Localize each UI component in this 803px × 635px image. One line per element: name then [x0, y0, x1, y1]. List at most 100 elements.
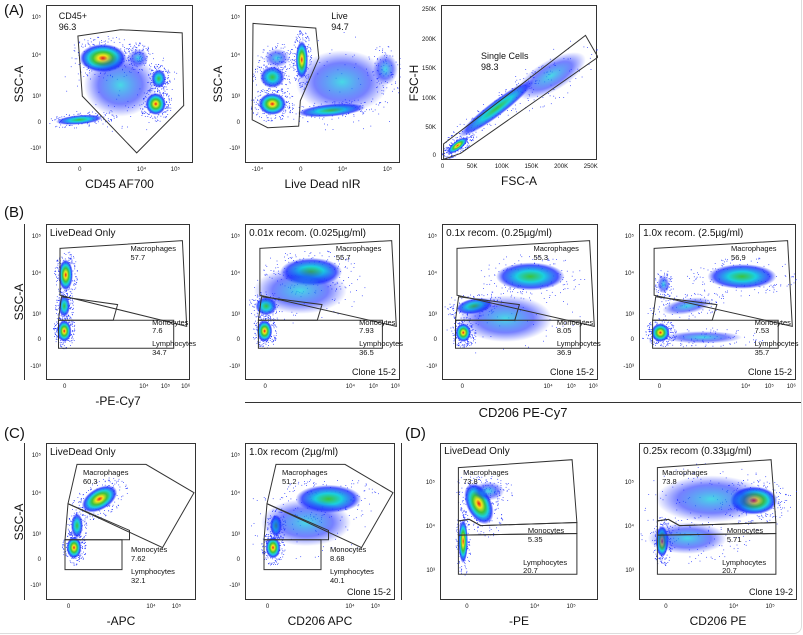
event-dot: [116, 482, 117, 484]
event-dot: [733, 258, 735, 260]
x-tick-label: 150K: [524, 164, 539, 170]
event-dot: [57, 267, 59, 269]
gate-lymphocytes[interactable]: [58, 319, 175, 349]
gate-macrophages[interactable]: [653, 240, 793, 328]
gate-lymphocytes[interactable]: [257, 319, 383, 349]
event-dot: [76, 270, 78, 272]
event-dot: [701, 311, 702, 313]
event-dot: [166, 77, 168, 79]
event-dot: [710, 329, 712, 331]
event-dot: [375, 103, 377, 105]
event-dot: [650, 331, 652, 332]
event-dot: [288, 486, 290, 488]
event-dot: [654, 286, 656, 288]
event-dot: [263, 317, 265, 319]
gate-macrophages[interactable]: [456, 240, 595, 328]
event-dot: [274, 336, 276, 338]
event-dot: [466, 346, 467, 348]
event-dot: [475, 131, 477, 133]
gate-single-cells[interactable]: [443, 34, 599, 161]
event-dot: [466, 136, 467, 138]
event-dot: [293, 487, 294, 489]
event-dot: [71, 295, 73, 297]
event-dot: [453, 156, 454, 158]
event-dot: [384, 52, 386, 54]
event-dot: [66, 293, 67, 294]
event-dot: [556, 259, 557, 260]
event-dot: [561, 270, 563, 271]
density-population: [657, 274, 670, 294]
gate-macrophages[interactable]: [59, 240, 188, 328]
event-dot: [657, 308, 659, 310]
gate-live[interactable]: [251, 22, 320, 129]
gate-lymphocytes[interactable]: [64, 539, 123, 571]
gate-macrophages[interactable]: [67, 463, 195, 549]
event-dot: [168, 100, 170, 102]
event-dot: [93, 519, 94, 520]
event-dot: [85, 533, 87, 534]
event-dot: [157, 119, 158, 121]
event-dot: [93, 39, 95, 41]
event-dot: [553, 95, 555, 97]
event-dot: [397, 64, 399, 66]
event-dot: [277, 43, 279, 44]
event-dot: [653, 307, 655, 309]
event-dot: [459, 133, 460, 134]
event-dot: [667, 294, 669, 295]
gate-macrophages[interactable]: [259, 240, 397, 328]
event-dot: [514, 263, 516, 264]
gate-label-monocytes: Monocytes 7.53: [755, 318, 791, 336]
event-dot: [79, 553, 81, 555]
event-dot: [57, 305, 59, 306]
event-dot: [460, 151, 461, 153]
event-dot: [290, 52, 292, 53]
event-dot: [122, 44, 124, 46]
event-dot: [467, 140, 468, 142]
event-dot: [67, 252, 69, 254]
gate-monocytes[interactable]: [64, 502, 130, 541]
plot-title-text: 1.0x recom. (2.5µg/ml): [643, 228, 744, 240]
event-dot: [164, 69, 166, 71]
event-dot: [286, 69, 287, 70]
event-dot: [293, 44, 295, 46]
event-dot: [495, 267, 497, 269]
event-dot: [73, 340, 75, 341]
event-dot: [156, 65, 158, 67]
event-dot: [108, 38, 110, 40]
event-dot: [79, 492, 80, 494]
event-dot: [71, 558, 73, 559]
event-dot: [54, 271, 56, 272]
event-dot: [483, 104, 484, 105]
event-dot: [734, 342, 736, 344]
event-dot: [253, 76, 254, 78]
gate-lymphocytes[interactable]: [455, 319, 581, 349]
event-dot: [664, 315, 666, 317]
event-dot: [66, 317, 68, 319]
event-dot: [711, 299, 713, 300]
event-dot: [672, 344, 674, 346]
event-dot: [63, 540, 65, 542]
event-dot: [307, 46, 309, 48]
event-dot: [473, 137, 474, 139]
event-dot: [448, 314, 450, 316]
event-dot: [291, 49, 292, 50]
event-dot: [149, 53, 151, 55]
event-dot: [724, 261, 725, 263]
event-dot: [378, 113, 380, 115]
event-dot: [92, 111, 93, 113]
gate-cd45-[interactable]: [77, 29, 185, 154]
event-dot: [292, 53, 294, 55]
event-dot: [56, 280, 57, 282]
gate-lymphocytes[interactable]: [652, 319, 779, 349]
event-dot: [665, 295, 667, 296]
event-dot: [390, 50, 392, 52]
event-dot: [269, 340, 271, 341]
event-dot: [518, 82, 519, 84]
event-dot: [92, 484, 93, 486]
event-dot: [170, 110, 172, 111]
event-dot: [786, 285, 788, 287]
event-dot: [284, 73, 286, 74]
event-dot: [255, 324, 256, 326]
event-dot: [647, 313, 649, 314]
event-dot: [90, 489, 92, 491]
